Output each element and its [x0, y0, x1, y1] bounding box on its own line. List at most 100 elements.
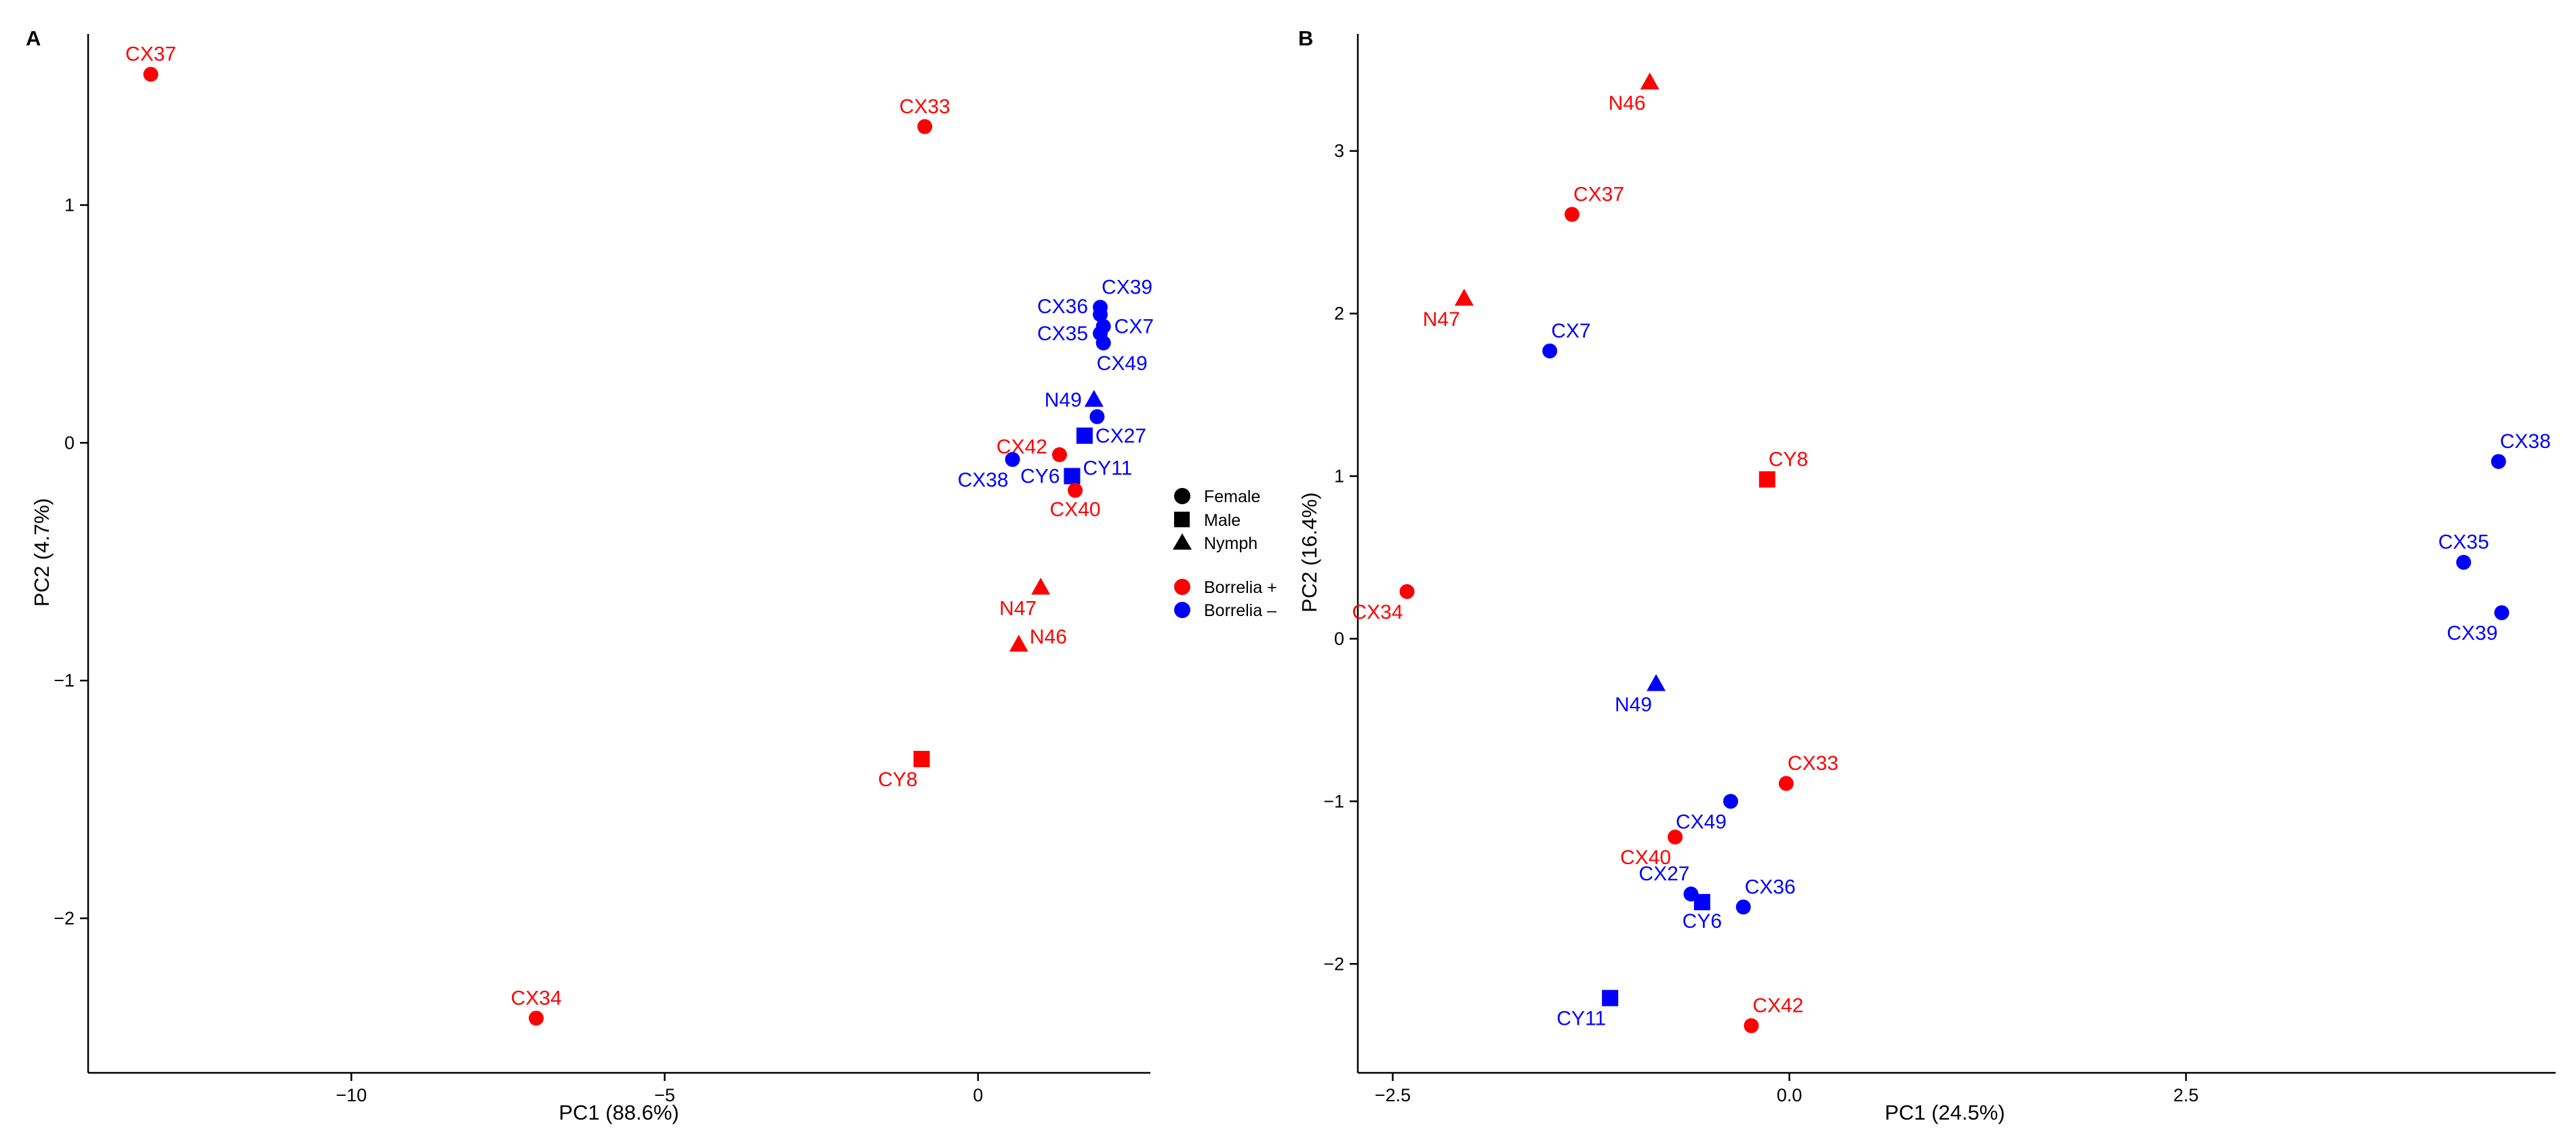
- panel-a-point-cx37: [143, 66, 159, 82]
- panel-b-point-cx33: [1778, 775, 1794, 791]
- panel-b-point-cx40: [1668, 830, 1683, 845]
- panel-a-point-label-cx40: CX40: [1050, 499, 1101, 521]
- panel-b-point-cy8: [1758, 471, 1775, 488]
- panel-a-point-label-cx38: CX38: [958, 469, 1009, 491]
- panel-b-point-cx35: [2456, 554, 2472, 570]
- panel-b-y-tick-label: 3: [1334, 141, 1344, 161]
- panel-a-point-n47: [1031, 577, 1051, 595]
- panel-a-y-tick-label: 1: [64, 195, 75, 216]
- panel-b-y-tick-label: 2: [1334, 304, 1344, 324]
- panel-b-y-tick-label: −1: [1323, 791, 1344, 811]
- panel-a-point-label-cx7: CX7: [1114, 315, 1154, 338]
- panel-b-point-label-cx7: CX7: [1551, 320, 1590, 342]
- panel-a-point-label-n49: N49: [1045, 389, 1082, 411]
- panel-b-point-cy11: [1602, 989, 1619, 1006]
- panel-a-point-label-cx37: CX37: [125, 43, 176, 66]
- panel-b-point-cx49: [1723, 794, 1738, 809]
- panel-a-point-label-n47: N47: [999, 597, 1037, 619]
- panel-b-x-tick-label: 0.0: [1777, 1085, 1803, 1105]
- panel-b-point-label-cx35: CX35: [2438, 531, 2489, 554]
- panel-a-point-label-n46: N46: [1030, 626, 1067, 649]
- panel-b-point-cx7: [1542, 343, 1558, 359]
- panel-a-point-cy8: [913, 750, 930, 767]
- panel-b-label: B: [1298, 26, 1313, 50]
- panel-a-point-label-cx27: CX27: [1095, 425, 1146, 447]
- panel-b-y-tick-label: 0: [1334, 628, 1344, 649]
- panel-a-point-cx49: [1095, 335, 1111, 351]
- panel-b-point-label-cx42: CX42: [1752, 994, 1803, 1017]
- panel-b-plot: B PC1 (24.5%) PC2 (16.4%) −2.5 0.0 2.5 −2 −1…: [1297, 26, 2556, 1124]
- panel-b-point-cx36: [1735, 899, 1751, 915]
- legend-nymph-label: Nymph: [1204, 534, 1257, 553]
- panel-a-point-cx38: [1005, 451, 1020, 467]
- panel-a-y-tick-label: −1: [54, 670, 75, 691]
- panel-a-point-label-cx35: CX35: [1037, 323, 1088, 345]
- panel-b-point-label-cx40: CX40: [1620, 846, 1671, 869]
- panel-a-point-cx42: [1051, 447, 1067, 462]
- panel-b-point-label-cx37: CX37: [1573, 183, 1624, 205]
- panel-b-point-cx34: [1399, 584, 1415, 599]
- panel-a-point-cx36: [1093, 306, 1108, 322]
- panel-b-point-label-cx49: CX49: [1676, 811, 1727, 833]
- panel-b-point-cx37: [1564, 207, 1579, 222]
- panel-a-point-label-cx42: CX42: [997, 436, 1047, 458]
- panel-b-point-n46: [1640, 72, 1659, 89]
- panel-b-x-axis-title: PC1 (24.5%): [1885, 1101, 2005, 1124]
- legend-borrelia-negative-label: Borrelia –: [1204, 601, 1276, 620]
- legend-female-circle-icon: [1174, 488, 1190, 504]
- legend-borrelia-positive-dot-icon: [1174, 579, 1190, 595]
- panel-a-point-label-cy8: CY8: [878, 769, 917, 791]
- panel-b-point-label-cx34: CX34: [1352, 601, 1403, 624]
- panel-a-y-tick-label: 0: [64, 432, 75, 453]
- panel-a-y-axis-title: PC2 (4.7%): [30, 498, 54, 607]
- panel-a-point-label-cx33: CX33: [900, 96, 950, 118]
- panel-b-point-n49: [1646, 674, 1666, 691]
- panel-a-ticks: −10 −5 0−2−101: [54, 195, 983, 1105]
- panel-b-point-label-n46: N46: [1609, 92, 1646, 115]
- panel-a-label: A: [26, 26, 41, 50]
- panel-b-y-tick-label: 1: [1334, 466, 1344, 487]
- panel-b-y-axis-title: PC2 (16.4%): [1297, 492, 1321, 612]
- panel-b-point-cx39: [2494, 605, 2510, 621]
- panel-a-point-label-cx36: CX36: [1037, 295, 1088, 318]
- legend-female-label: Female: [1204, 487, 1260, 506]
- panel-b-point-label-cx36: CX36: [1745, 876, 1796, 898]
- panel-a-y-tick-label: −2: [54, 908, 75, 928]
- panel-a-x-tick-label: −5: [654, 1085, 675, 1105]
- panel-b-point-label-cy11: CY11: [1556, 1008, 1606, 1030]
- panel-a-point-label-cx49: CX49: [1097, 352, 1148, 375]
- panel-a-point-label-cx39: CX39: [1102, 276, 1152, 298]
- panel-b-ticks: −2.5 0.0 2.5 −2 −1 0 1 2 3: [1323, 141, 2198, 1105]
- panel-a-point-n46: [1009, 634, 1028, 652]
- panel-b-point-cy6: [1693, 894, 1710, 911]
- panel-a-point-cy6: [1064, 468, 1081, 485]
- panel-a-x-tick-label: −10: [336, 1085, 367, 1105]
- panel-b-point-label-cx39: CX39: [2447, 622, 2497, 645]
- panel-b-point-label-n49: N49: [1615, 694, 1652, 716]
- legend: Female Male Nymph Borrelia + Borrelia –: [1173, 487, 1277, 620]
- panel-a-point-cx33: [917, 119, 933, 134]
- panel-a-point-cx34: [529, 1010, 544, 1026]
- panel-b-x-tick-label: −2.5: [1375, 1085, 1411, 1105]
- panel-a-point-unlabeled: [1089, 409, 1105, 424]
- panel-b-point-cx42: [1744, 1018, 1759, 1034]
- panel-a-point-cx27: [1076, 427, 1093, 444]
- panel-b-point-cx38: [2491, 453, 2506, 469]
- panel-b-point-label-cx38: CX38: [2500, 430, 2551, 453]
- legend-borrelia-positive-label: Borrelia +: [1204, 578, 1277, 597]
- legend-male-label: Male: [1204, 511, 1241, 530]
- panel-a-points: CX37 CX33 CX39 CX36 CX7 CX35 CX49 N49 CX27 CX42 CX…: [125, 43, 1154, 1026]
- panel-b-point-label-cx27: CX27: [1638, 863, 1689, 885]
- panel-a-x-tick-label: 0: [973, 1085, 983, 1105]
- panel-b-y-tick-label: −2: [1323, 954, 1344, 974]
- panel-b-point-n47: [1454, 289, 1474, 306]
- panel-b-point-label-cy6: CY6: [1683, 910, 1722, 933]
- panel-a-plot: A PC1 (88.6%) PC2 (4.7%) −10 −5 0−2−101 CX…: [26, 26, 1154, 1124]
- panel-a-point-label-cx34: CX34: [510, 987, 561, 1009]
- panel-b-point-label-n47: N47: [1423, 308, 1460, 331]
- panel-a-point-label-cy11: CY11: [1083, 457, 1132, 479]
- panel-b-points: N46 CX37 N47 CX7 CY8 CX38 CX35 CX34 CX39 N49 CX33 C…: [1352, 72, 2551, 1034]
- panel-a-point-label-cy6: CY6: [1020, 465, 1060, 487]
- legend-nymph-triangle-icon: [1173, 533, 1192, 550]
